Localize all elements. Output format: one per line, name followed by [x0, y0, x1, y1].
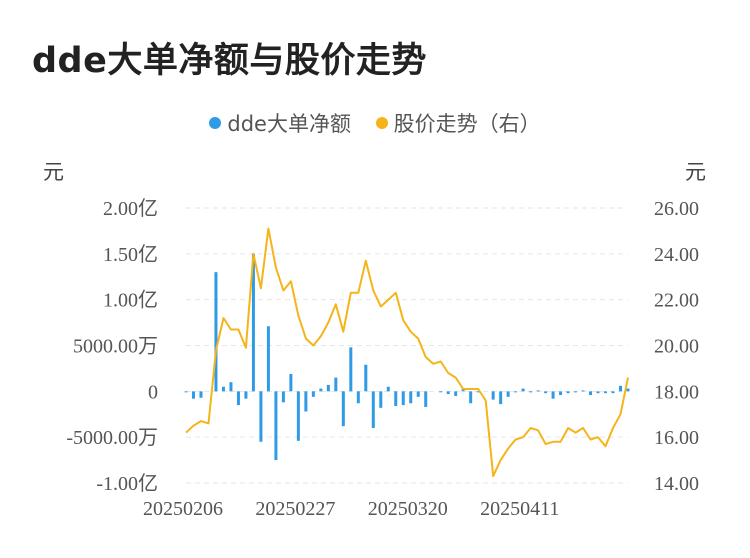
legend: dde大单净额 股价走势（右） [0, 108, 750, 138]
dde-bar [199, 391, 203, 398]
dde-bar [304, 391, 308, 412]
dde-bar [416, 391, 420, 397]
price-line [185, 227, 629, 478]
legend-label-price: 股价走势（右） [393, 112, 541, 136]
legend-dot-dde [209, 117, 222, 129]
dde-bar [521, 388, 525, 392]
x-tick-label: 20250320 [368, 498, 448, 520]
left-tick-label: 0 [148, 381, 158, 403]
legend-label-dde: dde大单净额 [227, 112, 351, 136]
dde-bar [446, 391, 450, 395]
right-tick-label: 22.00 [654, 290, 699, 312]
dde-bar [334, 377, 338, 392]
dde-bar [476, 391, 480, 393]
x-tick-label: 20250227 [255, 498, 335, 520]
dde-bar [319, 388, 323, 392]
dde-bar [379, 391, 383, 408]
x-tick-label: 20250206 [143, 498, 223, 520]
left-axis-unit: 元 [43, 160, 64, 184]
left-tick-label: 2.00亿 [103, 197, 158, 220]
dde-bar [244, 391, 248, 399]
dde-bar [439, 391, 443, 393]
dde-bar [611, 391, 615, 394]
dde-bar [229, 382, 233, 392]
dde-bar [544, 391, 548, 394]
dde-bar [529, 391, 533, 393]
dde-bar [604, 391, 608, 394]
dde-bar [401, 391, 405, 406]
dde-bar [469, 391, 473, 404]
dde-bar [491, 391, 495, 400]
dde-bar [574, 391, 578, 393]
dde-bar [619, 385, 623, 392]
dde-bar [349, 347, 353, 392]
dde-bar [514, 391, 518, 393]
dde-bar [289, 373, 293, 392]
left-tick-label: 1.00亿 [103, 289, 158, 312]
dde-bar [266, 326, 270, 392]
legend-dot-price [375, 117, 388, 129]
dde-bar [589, 391, 593, 395]
right-axis-unit: 元 [685, 160, 706, 184]
dde-bar [386, 386, 390, 392]
dde-bar [626, 388, 630, 392]
dde-bar [454, 391, 458, 396]
dde-bar [296, 391, 300, 441]
dde-bar [536, 390, 540, 392]
dde-bar [371, 391, 375, 428]
legend-item-price[interactable]: 股价走势（右） [375, 108, 541, 138]
dde-bar [499, 391, 503, 405]
dde-bar [326, 384, 330, 392]
left-tick-label: 5000.00万 [73, 336, 158, 358]
dde-bar [364, 364, 368, 392]
dde-bar [214, 272, 218, 392]
dde-bar [581, 390, 585, 392]
dde-bar [394, 391, 398, 406]
dde-bar [559, 391, 563, 395]
dde-bar [551, 391, 555, 399]
dde-bar [356, 391, 360, 404]
left-tick-label: -1.00亿 [96, 472, 158, 495]
right-tick-label: 20.00 [654, 336, 699, 358]
dde-bar [274, 391, 278, 461]
right-tick-label: 18.00 [654, 381, 699, 403]
dde-bar [221, 386, 225, 392]
dde-bar [596, 391, 600, 394]
dde-bar [184, 391, 188, 393]
dde-bar [281, 391, 285, 403]
x-tick-label: 20250411 [480, 498, 559, 520]
dde-bar [409, 391, 413, 404]
dde-bar [506, 391, 510, 397]
left-tick-label: -5000.00万 [66, 427, 158, 449]
left-tick-label: 1.50亿 [103, 243, 158, 266]
chart-title: dde大单净额与股价走势 [32, 41, 427, 81]
dde-bar [566, 391, 570, 394]
right-tick-label: 24.00 [654, 244, 699, 266]
right-tick-label: 16.00 [654, 427, 699, 449]
right-tick-label: 26.00 [654, 198, 699, 220]
dde-bar [259, 391, 263, 442]
dde-bar [341, 391, 345, 427]
dde-bar [424, 391, 428, 407]
right-tick-label: 14.00 [654, 473, 699, 495]
dde-bar [251, 253, 255, 392]
dde-bar [311, 391, 315, 397]
legend-item-dde[interactable]: dde大单净额 [209, 108, 351, 138]
dde-bar [191, 391, 195, 399]
dde-bar [236, 391, 240, 406]
